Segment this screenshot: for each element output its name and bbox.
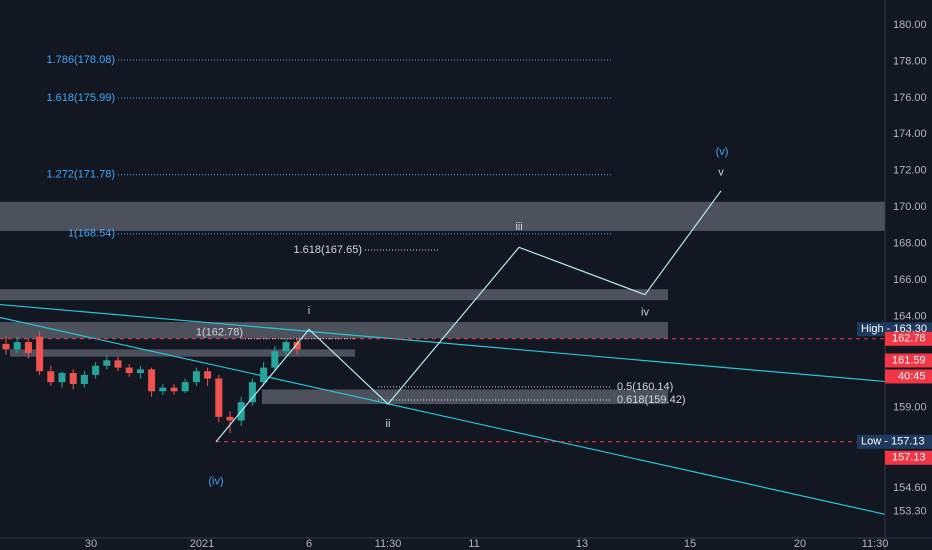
candle-body [114, 360, 122, 368]
fib-label: 1(168.54) [68, 228, 115, 240]
x-tick-label: 30 [85, 538, 97, 550]
trendline [0, 316, 886, 515]
wave-label: iv [641, 307, 649, 319]
candle-body [226, 416, 234, 421]
fib-label: 0.5(160.14) [617, 381, 673, 393]
y-tick-label: 172.00 [893, 165, 927, 177]
price-label: 162.78 [892, 333, 926, 345]
candle-body [215, 378, 223, 417]
candle-body [80, 374, 88, 384]
zone [262, 389, 668, 405]
x-tick-label: 11:30 [375, 538, 402, 550]
wave-label: v [718, 167, 724, 179]
zone [0, 322, 668, 339]
candle-body [148, 369, 156, 392]
candle-body [103, 360, 111, 366]
x-tick-label: 13 [576, 538, 588, 550]
y-tick-label: 153.30 [893, 505, 927, 517]
x-tick-label: 15 [684, 538, 696, 550]
zone [0, 289, 668, 301]
candle-body [260, 367, 268, 383]
wave-annotation: (v) [716, 146, 729, 158]
countdown-box [885, 369, 932, 384]
price-label: 157.13 [892, 452, 926, 464]
candle-body [204, 371, 212, 379]
y-tick-label: 170.00 [893, 201, 927, 213]
price-label-box [885, 450, 932, 465]
candle-body [13, 342, 21, 350]
fib-label: 1.618(175.99) [47, 92, 116, 104]
candle-body [2, 343, 10, 350]
candle-body [58, 373, 66, 383]
countdown: 40:45 [898, 370, 926, 382]
x-tick-label: 20 [794, 538, 806, 550]
candle-body [271, 351, 279, 368]
candle-body [293, 342, 301, 350]
candle-body [170, 387, 178, 392]
y-tick-label: 176.00 [893, 92, 927, 104]
x-tick-label: 2021 [190, 538, 214, 550]
wave-label: ii [386, 418, 391, 430]
fib-label: 1(162.78) [196, 327, 243, 339]
fib-label: 0.618(159.42) [617, 394, 686, 406]
candle-body [36, 336, 44, 372]
y-tick-label: 178.00 [893, 55, 927, 67]
candle-body [136, 369, 144, 374]
y-tick-label: 168.00 [893, 238, 927, 250]
y-tick-label: 174.00 [893, 128, 927, 140]
x-tick-label: 11 [468, 538, 479, 550]
wave-label: i [308, 305, 310, 317]
fib-label: 1.618(167.65) [294, 244, 363, 256]
candle-body [24, 342, 32, 354]
candle-body [47, 371, 55, 383]
trendline [0, 303, 886, 383]
price-label: 161.59 [892, 354, 926, 366]
wave-label: iii [515, 221, 522, 233]
zone [10, 349, 355, 357]
x-tick-label: 6 [306, 538, 312, 550]
candle-body [159, 387, 167, 392]
price-label: Low - 157.13 [861, 436, 925, 448]
candle-body [92, 365, 100, 375]
candle-body [192, 371, 200, 383]
y-tick-label: 159.00 [893, 402, 927, 414]
candle-body [181, 382, 189, 392]
fib-label: 1.272(171.78) [47, 169, 116, 181]
price-label-box [885, 331, 932, 346]
candle-body [69, 373, 77, 384]
x-tick-label: 11:30 [862, 538, 889, 550]
y-tick-label: 164.00 [893, 310, 927, 322]
candle-body [282, 342, 290, 352]
price-label-box [885, 353, 932, 368]
wave-line [215, 190, 722, 443]
price-label-box [857, 434, 932, 449]
zone [0, 201, 885, 231]
y-tick-label: 180.00 [893, 19, 927, 31]
y-tick-label: 166.00 [893, 274, 927, 286]
wave-label: (iv) [208, 476, 223, 488]
fib-label: 1.786(178.08) [47, 54, 116, 66]
candle-body [248, 382, 256, 403]
y-tick-label: 154.60 [893, 482, 927, 494]
candle-body [125, 367, 133, 374]
